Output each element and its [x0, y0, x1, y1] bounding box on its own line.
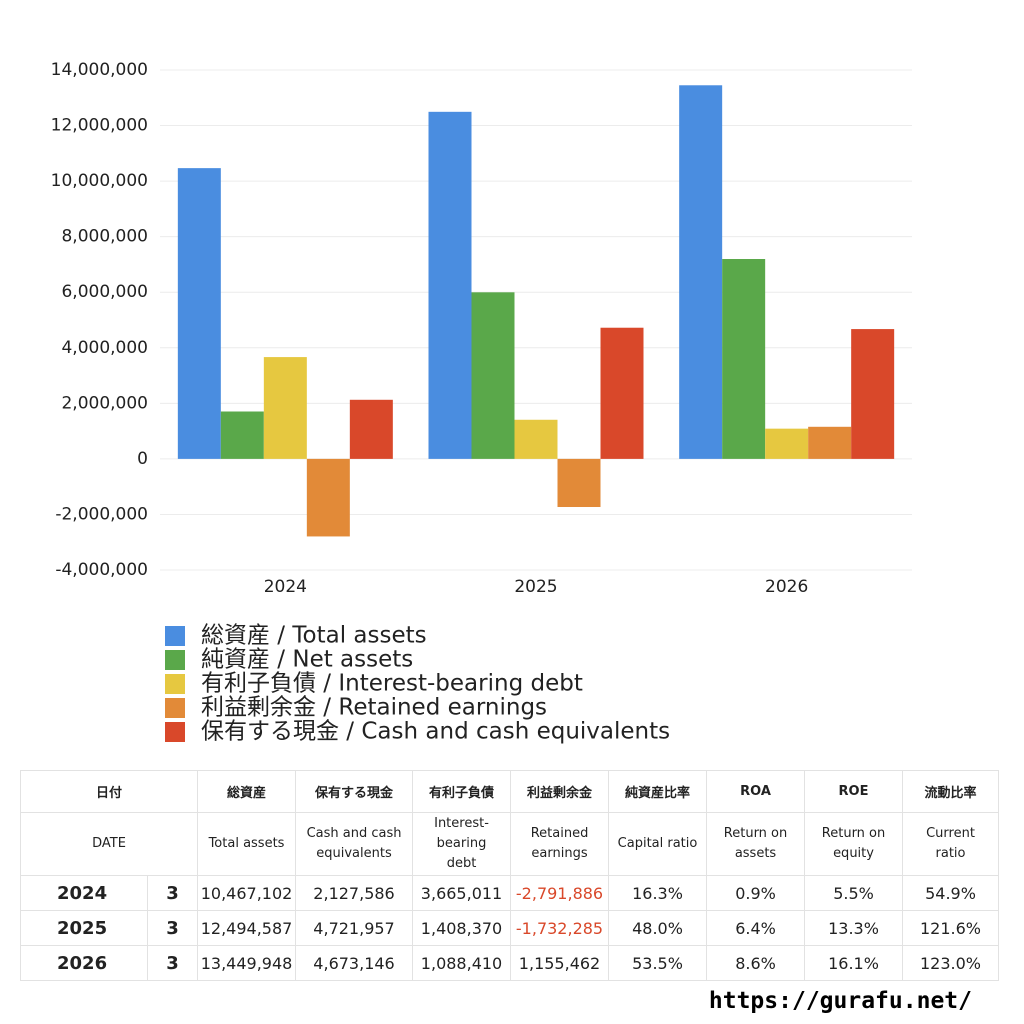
y-tick-label: 6,000,000: [61, 282, 148, 302]
x-tick-label: 2025: [514, 577, 557, 597]
header-cell: ROA: [706, 770, 806, 813]
bar: [808, 426, 852, 459]
value-cell: 13.3%: [804, 910, 904, 946]
header-cell: 日付: [19, 770, 199, 813]
table-row: 2025 3 12,494,587 4,721,957 1,408,370 -1,732,…: [20, 910, 1000, 946]
bar: [679, 85, 723, 459]
value-cell: 0.9%: [706, 875, 806, 911]
value-cell: 16.3%: [608, 875, 708, 911]
value-cell: 1,088,410: [412, 945, 512, 981]
value-cell: 121.6%: [902, 910, 1000, 946]
header-cell: Return on equity: [804, 812, 904, 876]
header-cell: Return on assets: [706, 812, 806, 876]
data-table: 日付 総資産 保有する現金 有利子負債 利益剰余金 純資産比率 ROA ROE 流動比率 DATE…: [19, 770, 1000, 981]
value-cell: 8.6%: [706, 945, 806, 981]
date-cell: 2024: [20, 875, 148, 911]
month-cell: 3: [147, 875, 199, 911]
date-cell: 2026: [20, 945, 148, 981]
y-tick-label: 14,000,000: [51, 60, 148, 80]
header-cell: 利益剰余金: [510, 770, 610, 813]
value-cell: 1,155,462: [510, 945, 610, 981]
legend-swatch: [165, 650, 185, 670]
chart: -4,000,000 -2,000,000 0 2,000,000 4,000,000 6…: [51, 60, 912, 745]
header-cell: 純資産比率: [608, 770, 708, 813]
y-tick-label: 2,000,000: [61, 393, 148, 413]
footer-url: https://gurafu.net/: [708, 988, 972, 1014]
legend-swatch: [165, 674, 185, 694]
x-tick-label: 2026: [765, 577, 808, 597]
legend-label: 利益剰余金 / Retained earnings: [201, 695, 547, 721]
bar: [263, 357, 307, 459]
month-cell: 3: [147, 910, 199, 946]
legend-label: 純資産 / Net assets: [201, 647, 413, 673]
value-cell: 4,673,146: [295, 945, 414, 981]
bar: [428, 111, 472, 459]
y-tick-label: 12,000,000: [51, 116, 148, 136]
value-cell: 3,665,011: [412, 875, 512, 911]
value-cell: 54.9%: [902, 875, 1000, 911]
value-cell: -1,732,285: [510, 910, 610, 946]
y-tick-label: -2,000,000: [55, 504, 148, 524]
y-tick-label: 10,000,000: [51, 171, 148, 191]
y-tick-label: 8,000,000: [61, 227, 148, 247]
date-cell: 2025: [20, 910, 148, 946]
value-cell: 16.1%: [804, 945, 904, 981]
bar: [306, 458, 350, 537]
table-row: 2026 3 13,449,948 4,673,146 1,088,410 1,155,4…: [20, 945, 1000, 981]
header-cell: Current ratio: [902, 812, 1000, 876]
value-cell: 123.0%: [902, 945, 1000, 981]
value-cell: 2,127,586: [295, 875, 414, 911]
header-cell: 総資産: [197, 770, 297, 813]
bar: [765, 428, 809, 459]
bar: [349, 399, 393, 459]
table-row: 2024 3 10,467,102 2,127,586 3,665,011 -2,791,…: [20, 875, 1000, 911]
legend-label: 総資産 / Total assets: [201, 623, 427, 649]
header-cell: 保有する現金: [295, 770, 414, 813]
header-cell: Cash and cash equivalents: [295, 812, 414, 876]
y-tick-label: -4,000,000: [55, 560, 148, 580]
bar: [557, 458, 601, 508]
legend-swatch: [165, 626, 185, 646]
bar: [722, 259, 766, 459]
month-cell: 3: [147, 945, 199, 981]
value-cell: -2,791,886: [510, 875, 610, 911]
header-cell: ROE: [804, 770, 904, 813]
bar: [220, 411, 264, 459]
bar: [514, 419, 558, 459]
table-row: DATE Total assets Cash and cash equivalent…: [19, 812, 1000, 876]
header-cell: Interest- bearing debt: [412, 812, 512, 876]
bar: [471, 292, 515, 459]
value-cell: 5.5%: [804, 875, 904, 911]
value-cell: 10,467,102: [197, 875, 297, 911]
header-cell: 流動比率: [902, 770, 1000, 813]
legend-swatch: [165, 698, 185, 718]
bar: [177, 168, 221, 459]
value-cell: 6.4%: [706, 910, 806, 946]
y-tick-label: 4,000,000: [61, 338, 148, 358]
header-cell: DATE: [19, 812, 199, 876]
value-cell: 48.0%: [608, 910, 708, 946]
bar: [600, 327, 644, 459]
header-cell: Capital ratio: [608, 812, 708, 876]
value-cell: 1,408,370: [412, 910, 512, 946]
value-cell: 12,494,587: [197, 910, 297, 946]
value-cell: 4,721,957: [295, 910, 414, 946]
y-tick-label: 0: [137, 449, 148, 469]
header-cell: Total assets: [197, 812, 297, 876]
x-tick-label: 2024: [264, 577, 307, 597]
bar: [851, 329, 895, 459]
legend-swatch: [165, 722, 185, 742]
legend-label: 保有する現金 / Cash and cash equivalents: [201, 719, 670, 745]
legend-label: 有利子負債 / Interest-bearing debt: [201, 671, 583, 697]
value-cell: 53.5%: [608, 945, 708, 981]
table-row: 日付 総資産 保有する現金 有利子負債 利益剰余金 純資産比率 ROA ROE 流動比率: [19, 770, 1000, 813]
value-cell: 13,449,948: [197, 945, 297, 981]
header-cell: Retained earnings: [510, 812, 610, 876]
header-cell: 有利子負債: [412, 770, 512, 813]
